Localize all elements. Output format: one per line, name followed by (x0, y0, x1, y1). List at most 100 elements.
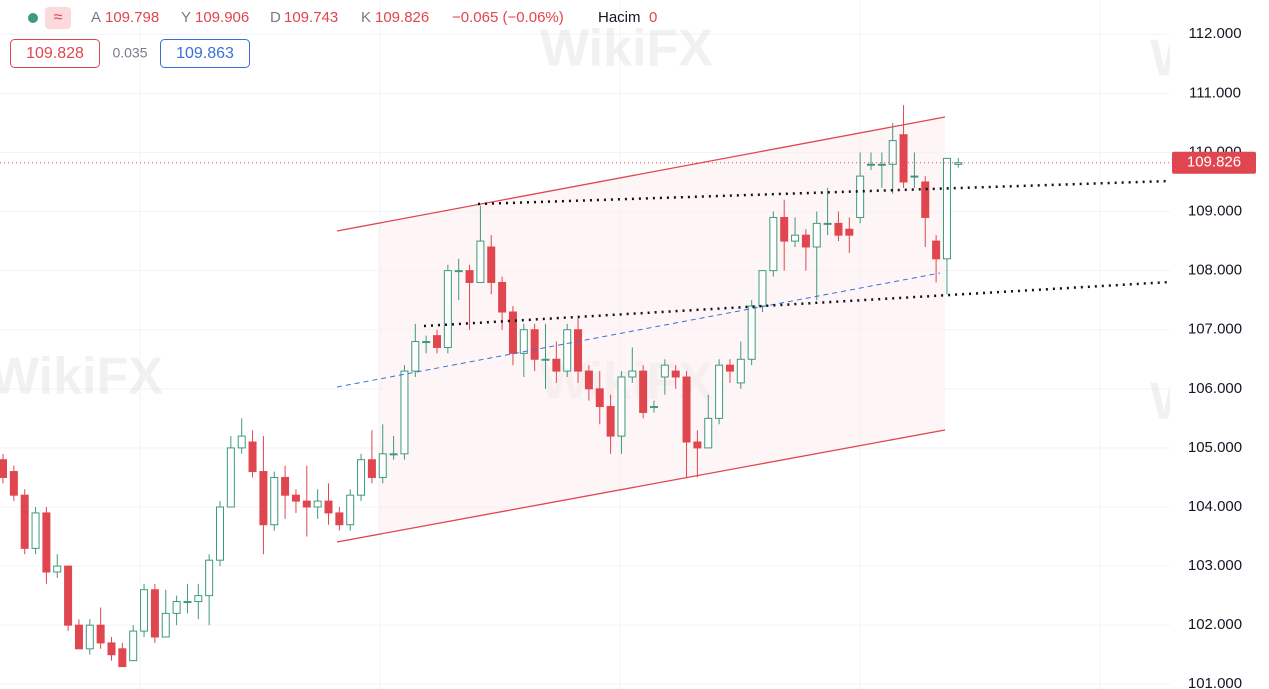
y-tick-label: 104.000 (1188, 498, 1242, 515)
candle-body (259, 471, 268, 526)
candle-body (682, 376, 691, 443)
candle-body (346, 494, 355, 526)
candle-body (357, 459, 366, 496)
candle-body (628, 370, 637, 378)
spread: 0.035 (112, 45, 147, 61)
candle-body (932, 240, 941, 260)
candle-body (498, 281, 507, 313)
candle-body (422, 341, 431, 344)
watermark: WikiFX (540, 20, 713, 78)
candle-body (291, 494, 300, 502)
candle-body (313, 500, 322, 508)
close-value: 109.826 (375, 9, 429, 26)
channel-mid (336, 272, 941, 388)
price-tag-box (1172, 151, 1256, 174)
candle-body (85, 624, 94, 650)
candle-body (617, 376, 626, 437)
candle-body (454, 270, 463, 273)
candle-body (324, 500, 333, 514)
channel-lower (336, 429, 946, 543)
candle-body (942, 157, 951, 260)
symbol-badge (45, 7, 71, 29)
change: −0.065 (−0.06%) (452, 9, 564, 26)
candle-body (704, 417, 713, 449)
open-value: 109.798 (105, 9, 159, 26)
channel-upper (336, 116, 946, 232)
candle-body (595, 388, 604, 408)
drawings (336, 116, 1171, 543)
candle-body (42, 512, 51, 573)
candle-body (237, 435, 246, 449)
y-tick-label: 112.000 (1188, 25, 1241, 42)
candle-body (606, 406, 615, 437)
candle-body (877, 163, 886, 166)
candle-body (541, 358, 550, 361)
y-tick-label: 103.000 (1188, 557, 1242, 574)
candle-body (780, 216, 789, 242)
high-label: Y (181, 9, 191, 26)
candle-body (0, 459, 7, 478)
candle-body (476, 240, 485, 283)
candle-body (9, 471, 18, 496)
candle-body (389, 453, 398, 456)
candle-body (921, 181, 930, 218)
close-label: K (361, 9, 371, 26)
candle-body (183, 601, 192, 604)
candle-body (574, 329, 583, 372)
y-tick-label: 109.000 (1188, 203, 1242, 220)
candle-body (400, 370, 409, 455)
legend-header: ≈ A 109.798 Y 109.906 D 109.743 K 109.82… (10, 7, 657, 68)
ask-box[interactable] (160, 39, 250, 68)
y-tick-label: 107.000 (1188, 321, 1242, 338)
candle-body (747, 305, 756, 360)
bid[interactable]: 109.828 (26, 45, 84, 62)
candle-body (335, 512, 344, 526)
watermark: WikiFX (0, 348, 163, 406)
price-axis (1170, 0, 1269, 689)
candle-body (552, 358, 561, 372)
y-tick-label: 106.000 (1188, 380, 1242, 397)
candles (0, 105, 963, 668)
candle-body (867, 163, 875, 166)
candle-body (248, 441, 257, 473)
volume-label: Hacim (598, 9, 641, 26)
candle-body (465, 270, 474, 283)
candle-body (172, 601, 181, 614)
candle-body (899, 134, 908, 183)
candle-body (129, 630, 138, 662)
candle-body (20, 494, 29, 549)
candle-body (910, 175, 919, 178)
candle-body (31, 512, 40, 549)
status-dot (28, 13, 38, 23)
candle-body (812, 222, 821, 248)
candle-body (791, 234, 800, 242)
candle-body (530, 329, 539, 360)
candle-body (443, 270, 452, 348)
bid-box[interactable] (10, 39, 100, 68)
candle-body (693, 441, 702, 449)
candle-body (671, 370, 680, 378)
candle-body (660, 364, 669, 378)
last-price-tag: 109.826 (1172, 151, 1256, 174)
candle-body (715, 364, 724, 419)
candle-body (96, 624, 105, 644)
candle-body (140, 589, 149, 632)
low-value: 109.743 (284, 9, 338, 26)
ask[interactable]: 109.863 (176, 45, 234, 62)
candle-body (302, 500, 311, 508)
candle-body (107, 642, 116, 656)
symbol-icon: ≈ (54, 9, 63, 26)
open-label: A (91, 9, 101, 26)
candle-body (845, 228, 854, 236)
candle-body (954, 162, 963, 165)
high-value: 109.906 (195, 9, 249, 26)
candle-body (801, 234, 810, 248)
candle-body (53, 565, 62, 573)
candle-body (64, 565, 73, 626)
candle-body (411, 341, 420, 372)
candle-body (487, 246, 496, 283)
candle-body (823, 222, 832, 225)
candle-body (281, 476, 290, 496)
